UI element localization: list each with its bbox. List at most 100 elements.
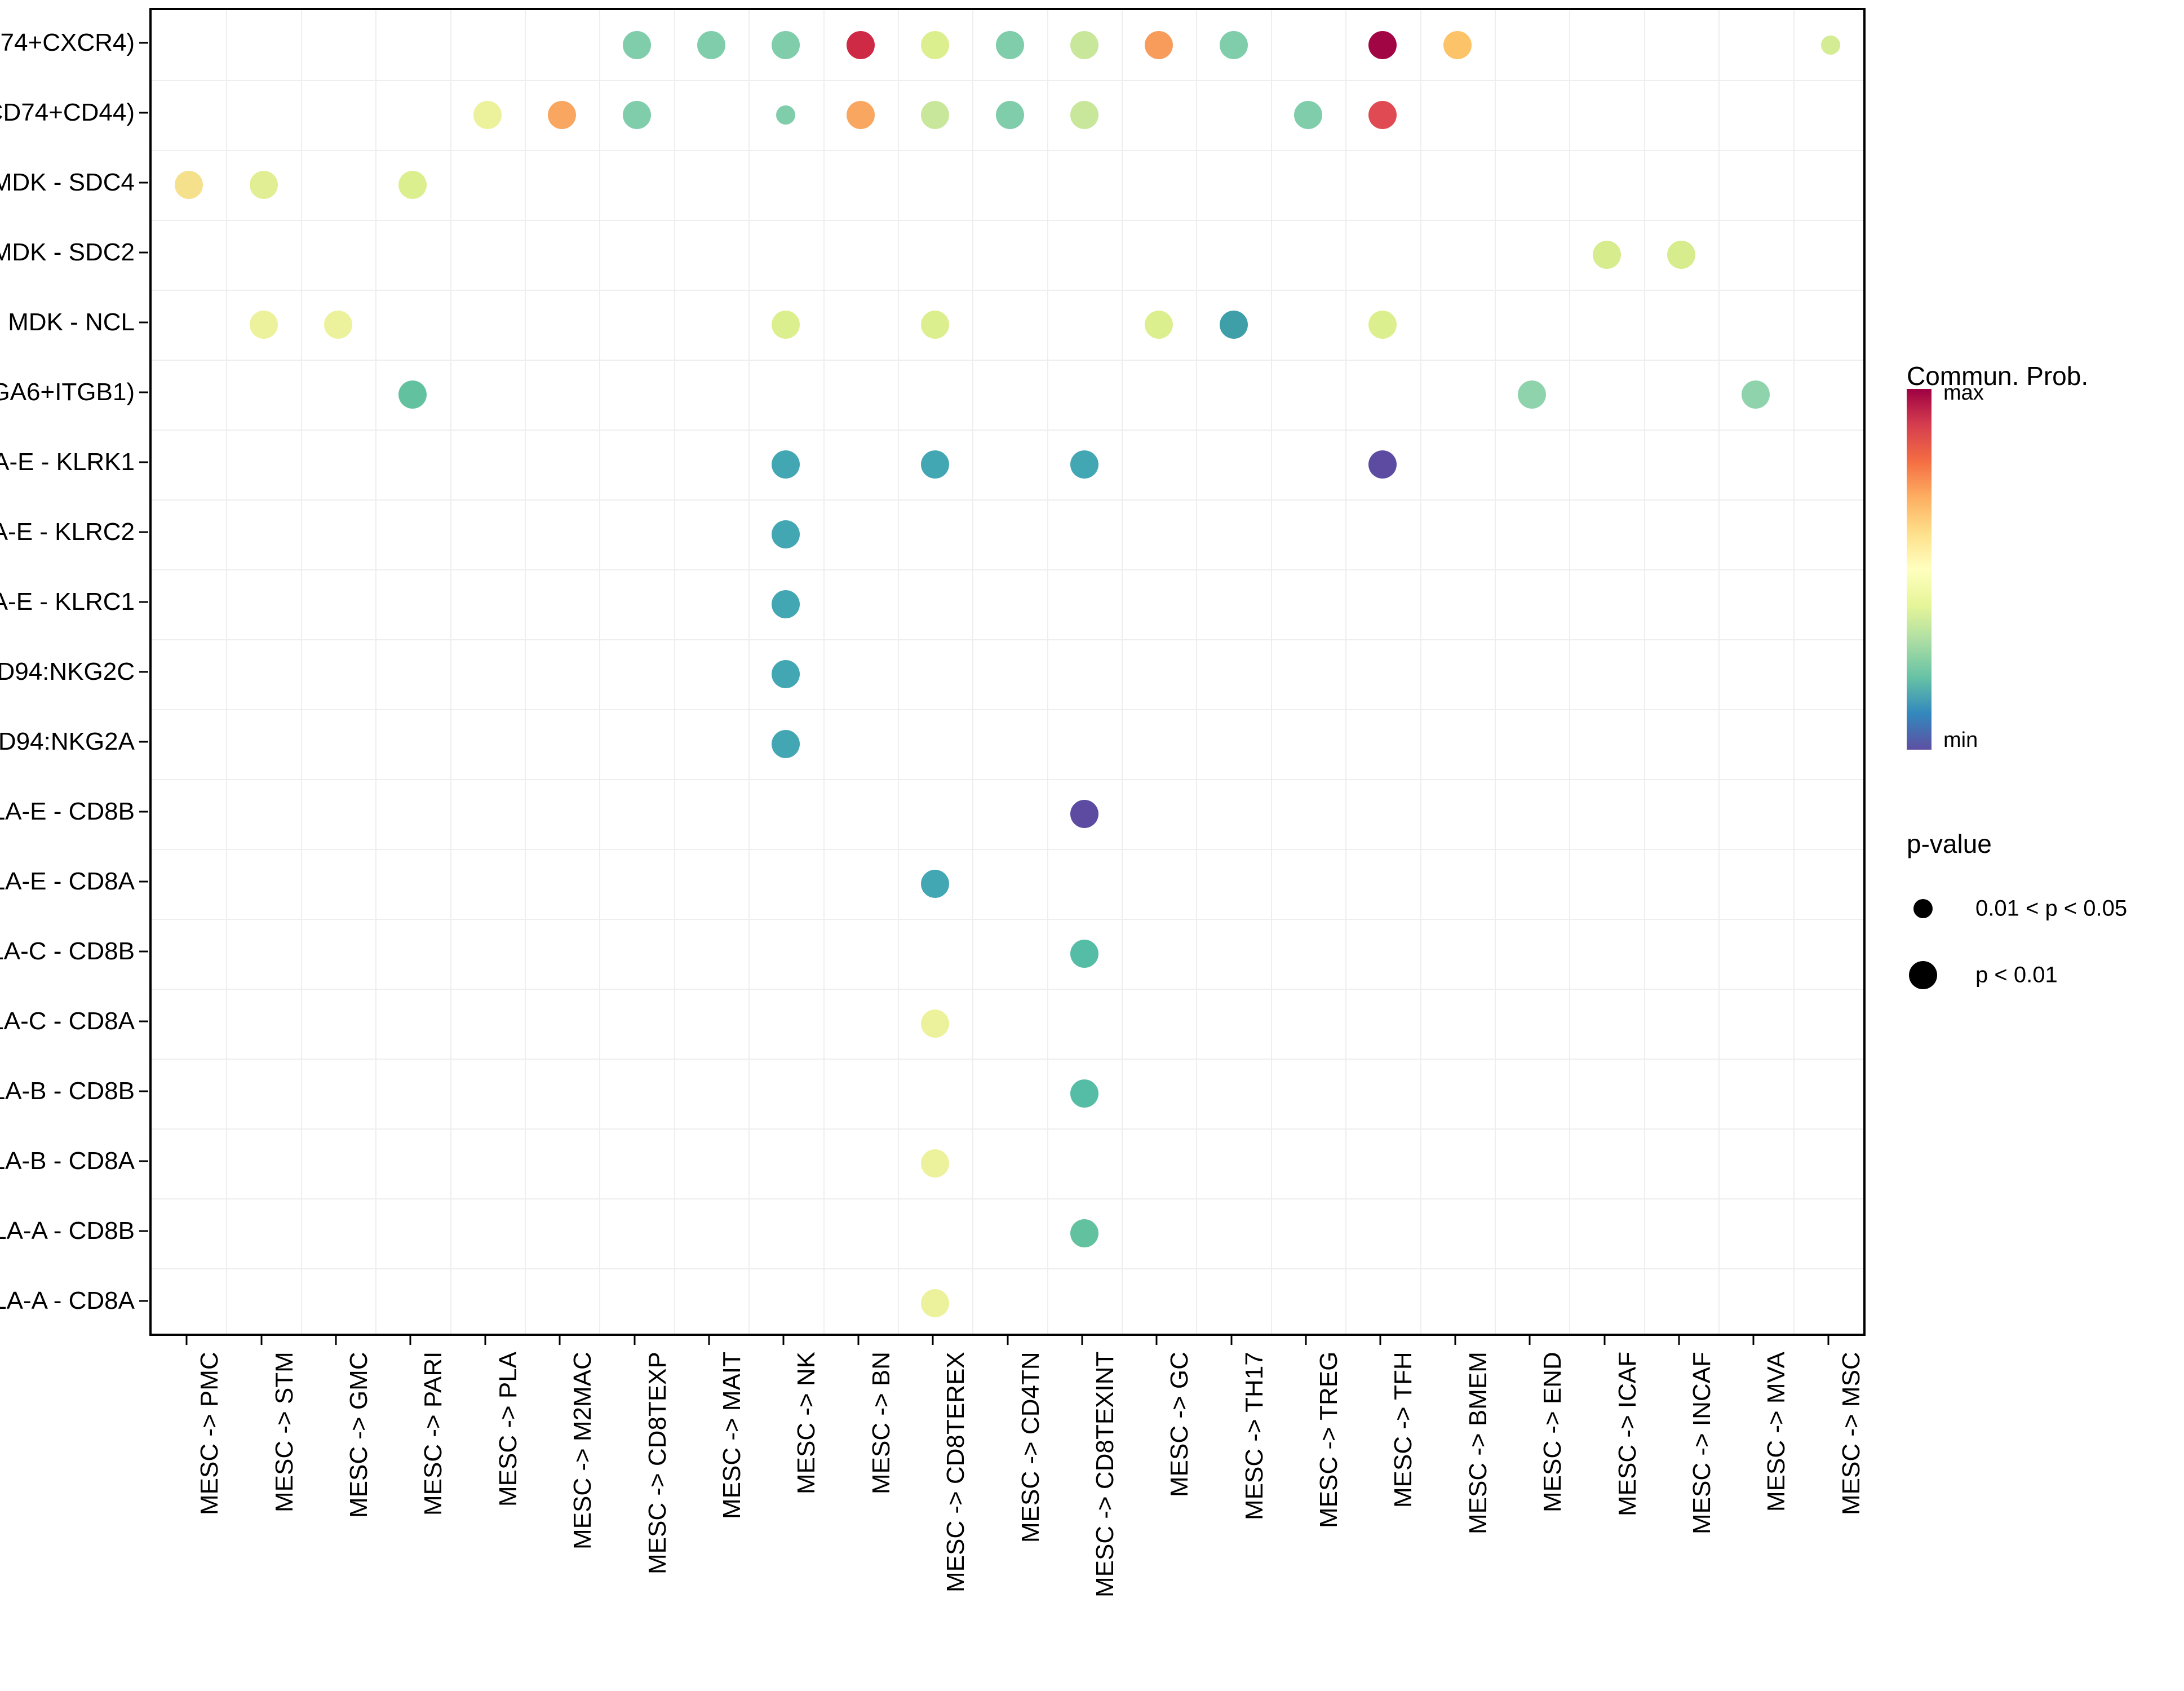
x-axis-tick bbox=[782, 1336, 785, 1345]
y-axis-tick-label: MIF - (CD74+CXCR4) bbox=[0, 29, 135, 56]
data-point bbox=[1368, 450, 1397, 479]
y-axis-tick-label: HLA-E - KLRC2 bbox=[0, 518, 135, 546]
y-axis-tick bbox=[139, 880, 148, 883]
data-point bbox=[1368, 101, 1397, 129]
x-axis-tick-label: MESC -> CD8TEXINT bbox=[1091, 1351, 1119, 1597]
gridline-vertical bbox=[1047, 10, 1048, 1334]
x-axis-tick-label: MESC -> MVA bbox=[1762, 1351, 1791, 1512]
y-axis-tick-label: HLA-C - CD8B bbox=[0, 937, 135, 965]
gridline-horizontal bbox=[152, 430, 1863, 431]
data-point bbox=[772, 311, 800, 339]
data-point bbox=[175, 171, 203, 199]
gridline-vertical bbox=[897, 10, 899, 1334]
y-axis-tick-label: HLA-E - CD8A bbox=[0, 867, 135, 895]
colorbar-max-label: max bbox=[1943, 381, 1984, 405]
gridline-horizontal bbox=[152, 569, 1863, 570]
data-point bbox=[846, 31, 875, 59]
data-point bbox=[548, 101, 577, 129]
x-axis-tick-label: MESC -> GC bbox=[1166, 1352, 1194, 1497]
y-axis-tick bbox=[139, 251, 148, 254]
x-axis-tick-label: MESC -> BMEM bbox=[1464, 1352, 1492, 1534]
data-point bbox=[921, 31, 950, 59]
data-point bbox=[1145, 311, 1173, 339]
gridline-vertical bbox=[599, 10, 601, 1334]
gridline-vertical bbox=[823, 10, 825, 1334]
x-axis-tick-label: MESC -> GMC bbox=[344, 1352, 373, 1518]
gridline-horizontal bbox=[152, 360, 1863, 361]
x-axis-tick-label: MESC -> PMC bbox=[196, 1352, 224, 1515]
gridline-horizontal bbox=[152, 639, 1863, 640]
y-axis-tick bbox=[139, 1300, 148, 1302]
y-axis-tick-label: MIF - (CD74+CD44) bbox=[0, 99, 135, 126]
y-axis-tick-label: HLA-E - KLRK1 bbox=[0, 448, 135, 476]
x-axis-tick bbox=[409, 1336, 411, 1345]
x-axis-tick-label: MESC -> TH17 bbox=[1240, 1352, 1268, 1520]
x-axis-tick bbox=[1379, 1336, 1381, 1345]
data-point bbox=[921, 870, 950, 898]
gridline-horizontal bbox=[152, 849, 1863, 850]
x-axis-tick bbox=[1007, 1336, 1008, 1345]
gridline-vertical bbox=[1196, 10, 1198, 1334]
y-axis-tick-label: HLA-B - CD8A bbox=[0, 1147, 135, 1175]
data-point bbox=[776, 105, 796, 125]
x-axis-tick-label: MESC -> ICAF bbox=[1613, 1351, 1641, 1516]
y-axis-tick bbox=[139, 950, 148, 953]
data-point bbox=[995, 31, 1024, 59]
gridline-horizontal bbox=[152, 1059, 1863, 1060]
data-point bbox=[1070, 940, 1098, 968]
pvalue-legend-title: p-value bbox=[1907, 829, 1992, 858]
y-axis-tick bbox=[139, 741, 148, 743]
data-point bbox=[921, 311, 950, 339]
gridline-horizontal bbox=[152, 150, 1863, 151]
x-axis-tick bbox=[932, 1336, 934, 1345]
x-axis-tick bbox=[708, 1336, 710, 1345]
gridline-vertical bbox=[674, 10, 675, 1334]
y-axis-tick-label: MDK - (ITGA6+ITGB1) bbox=[0, 378, 135, 406]
gridline-vertical bbox=[226, 10, 228, 1334]
pvalue-legend-dot-small bbox=[1913, 899, 1933, 918]
x-axis-tick bbox=[1603, 1336, 1606, 1345]
gridline-horizontal bbox=[152, 1128, 1863, 1130]
x-axis-tick-label: MESC -> TFH bbox=[1389, 1352, 1417, 1508]
data-point bbox=[921, 1010, 950, 1038]
y-axis-tick bbox=[139, 671, 148, 673]
y-axis-tick-label: MDK - NCL bbox=[8, 308, 135, 336]
y-axis-tick-label: HLA-B - CD8B bbox=[0, 1077, 135, 1105]
y-axis-tick-label: MDK - SDC2 bbox=[0, 238, 135, 266]
x-axis-tick-label: MESC -> M2MAC bbox=[569, 1352, 597, 1550]
data-point bbox=[1070, 101, 1098, 129]
data-point bbox=[921, 1289, 950, 1317]
gridline-horizontal bbox=[152, 989, 1863, 990]
x-axis-tick-label: MESC -> MAIT bbox=[717, 1351, 746, 1519]
data-point bbox=[772, 31, 800, 59]
pvalue-legend-label-small: 0.01 < p < 0.05 bbox=[1975, 896, 2128, 921]
data-point bbox=[1070, 800, 1098, 828]
data-point bbox=[1070, 31, 1098, 59]
x-axis-tick bbox=[1155, 1336, 1158, 1345]
x-axis-tick bbox=[1081, 1336, 1083, 1345]
x-axis-tick-label: MESC -> NK bbox=[792, 1351, 821, 1494]
data-point bbox=[473, 101, 502, 129]
x-axis-tick bbox=[634, 1336, 636, 1345]
data-point bbox=[921, 101, 950, 129]
data-point bbox=[1219, 31, 1248, 59]
x-axis-tick-label: MESC -> PLA bbox=[494, 1351, 522, 1507]
data-point bbox=[846, 101, 875, 129]
data-point bbox=[1219, 311, 1248, 339]
y-axis-tick bbox=[139, 1160, 148, 1162]
y-axis-tick bbox=[139, 1020, 148, 1022]
y-axis-tick bbox=[139, 391, 148, 393]
data-point bbox=[249, 311, 278, 339]
gridline-vertical bbox=[1270, 10, 1272, 1334]
x-axis-tick-label: MESC -> END bbox=[1539, 1352, 1567, 1512]
gridline-vertical bbox=[972, 10, 974, 1334]
x-axis-tick-label: MESC -> MSC bbox=[1837, 1352, 1865, 1515]
x-axis-tick bbox=[1752, 1336, 1755, 1345]
x-axis-tick-label: MESC -> CD8TEXP bbox=[643, 1352, 671, 1574]
data-point bbox=[921, 450, 950, 479]
data-point bbox=[1518, 380, 1547, 409]
y-axis-tick-label: MDK - SDC4 bbox=[0, 169, 135, 196]
gridline-horizontal bbox=[152, 709, 1863, 710]
